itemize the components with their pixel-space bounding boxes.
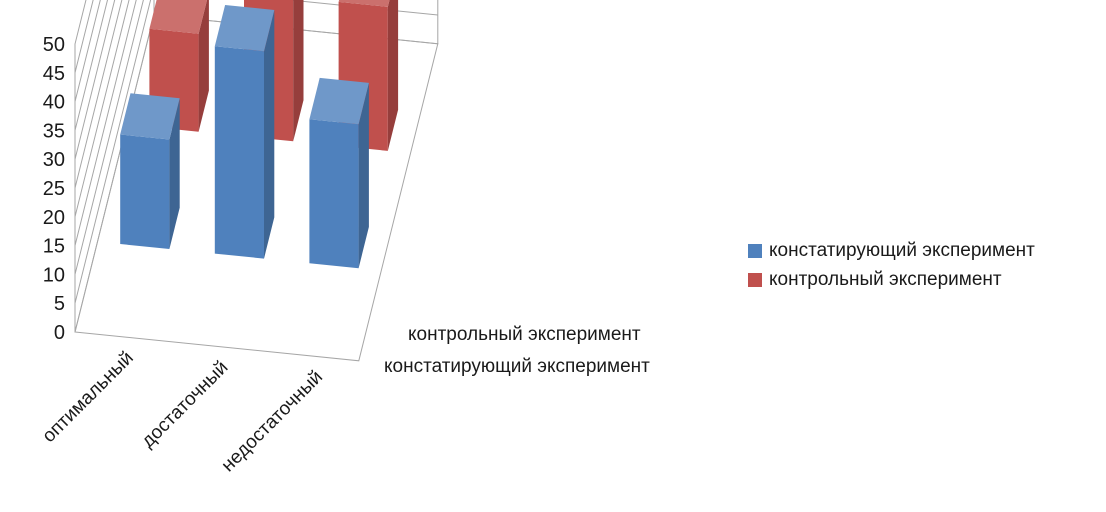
gridline xyxy=(74,0,137,246)
y-tick-label: 10 xyxy=(43,264,65,286)
bar-side xyxy=(293,0,304,142)
bar-top xyxy=(338,0,390,7)
legend-label-series-2: контрольный эксперимент xyxy=(769,268,1002,290)
gridline xyxy=(74,0,109,131)
bar-side xyxy=(387,0,399,151)
legend-swatch-series-1 xyxy=(748,243,762,258)
y-tick-label: 50 xyxy=(43,34,65,56)
y-tick-label: 45 xyxy=(43,63,65,85)
y-tick-label: 5 xyxy=(54,293,65,315)
legend: констатирующий эксперимент контрольный э… xyxy=(748,236,1035,294)
gridline xyxy=(74,0,123,189)
depth-axis-labels: констатирующий эксперимент контрольный эк… xyxy=(384,324,650,377)
depth-label: контрольный эксперимент xyxy=(408,324,641,345)
bar-side xyxy=(198,0,209,132)
legend-swatch-series-2 xyxy=(748,272,762,287)
y-tick-label: 35 xyxy=(43,120,65,142)
bar-front xyxy=(120,134,170,249)
chart-bars xyxy=(120,0,399,269)
category-label: недостаточный xyxy=(218,367,327,476)
y-tick-label: 25 xyxy=(43,178,65,200)
bar-side xyxy=(169,98,180,249)
category-label: достаточный xyxy=(138,357,233,452)
y-tick-label: 40 xyxy=(43,92,65,114)
y-tick-label: 30 xyxy=(43,149,65,171)
gridline xyxy=(74,0,130,217)
bar-top xyxy=(120,93,180,140)
bar-1-3 xyxy=(309,77,369,269)
bar-1-1 xyxy=(120,93,180,249)
gridline xyxy=(74,0,144,275)
gridline xyxy=(74,0,116,160)
bar-front xyxy=(214,46,264,259)
bar-top xyxy=(149,0,208,34)
bar-top xyxy=(214,5,275,52)
y-axis-ticks: 0 5 10 15 20 25 30 35 40 45 50 xyxy=(43,34,65,344)
depth-label: констатирующий эксперимент xyxy=(384,356,650,377)
y-tick-label: 0 xyxy=(54,322,65,344)
bar-top xyxy=(309,77,369,125)
legend-item-series-2: контрольный эксперимент xyxy=(748,265,1035,294)
legend-item-series-1: констатирующий эксперимент xyxy=(748,236,1035,265)
y-tick-label: 15 xyxy=(43,236,65,258)
bar-front xyxy=(309,119,359,269)
bar-side xyxy=(358,82,369,269)
y-tick-label: 20 xyxy=(43,207,65,229)
legend-label-series-1: констатирующий эксперимент xyxy=(769,239,1035,261)
bar-1-2 xyxy=(214,5,275,259)
category-label: оптимальный xyxy=(38,347,137,446)
bar-side xyxy=(264,10,275,259)
